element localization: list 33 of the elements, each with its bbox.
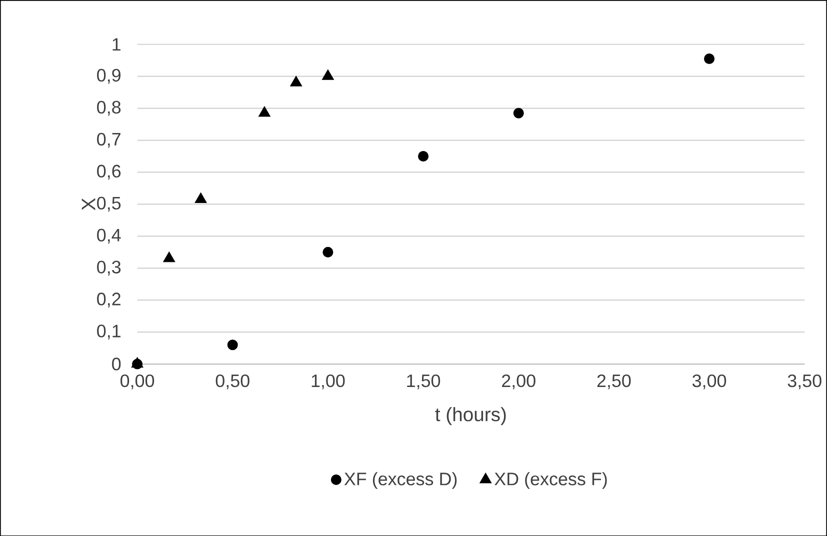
x-tick-label: 2,50 [597,374,631,390]
y-tick-label: 0,1 [97,324,120,340]
point [418,150,429,162]
point [258,106,270,117]
x-tick-label: 3,00 [692,374,726,390]
x-tick-label: 2,00 [502,374,536,390]
x-tick-label: 0,00 [120,374,154,390]
y-tick-label: 0,3 [97,260,121,276]
legend-label: XD (excess F) [494,472,607,489]
x-tick-label: 1,50 [407,374,440,390]
x-axis-title: t (hours) [435,406,506,425]
y-tick-label: 0,4 [97,228,121,244]
point [513,108,524,118]
y-tick-label: 0,8 [97,100,121,116]
point [322,246,334,258]
point [163,251,176,262]
point [322,69,334,80]
point [704,53,715,64]
y-tick-label: 0,6 [97,164,121,180]
y-tick-label: 0,9 [97,68,120,84]
x-tick-label: 0,50 [216,374,250,390]
y-axis-title: X [82,198,96,210]
point [290,76,302,86]
y-tick-label: 0 [112,358,121,370]
point [194,192,207,203]
x-tick-label: 1,00 [312,374,345,390]
x-tick-label: 3,50 [788,374,822,390]
y-tick-label: 0,7 [97,132,120,148]
legend-label: XF (excess D) [344,472,457,489]
y-tick-label: 0,2 [97,292,120,308]
y-tick-label: 1 [112,38,120,50]
point [227,339,238,350]
y-tick-label: 0,5 [97,196,121,212]
